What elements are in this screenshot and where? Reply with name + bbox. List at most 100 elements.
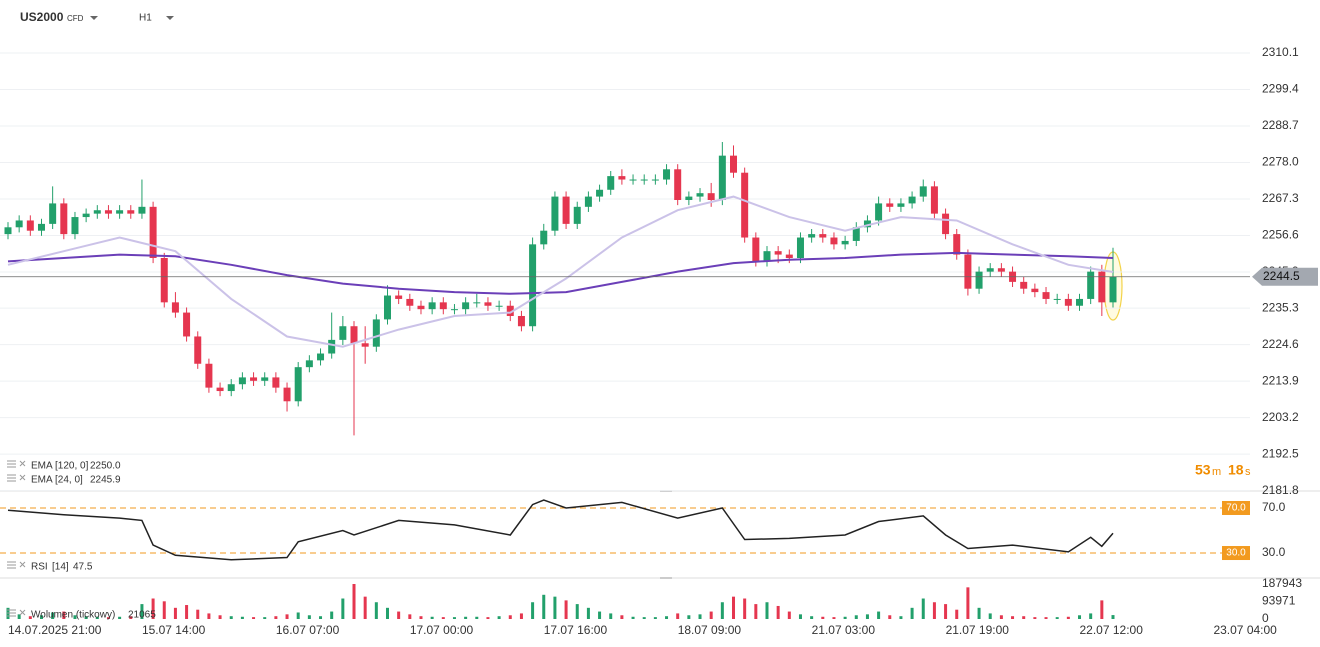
candle-body (551, 196, 559, 231)
volume-bar (553, 596, 557, 619)
legend-menu-icon[interactable] (7, 561, 16, 569)
resize-handle[interactable] (660, 577, 672, 579)
volume-bar (452, 617, 456, 619)
interval-dropdown[interactable] (166, 16, 174, 20)
candle-body (1042, 292, 1050, 299)
y-tick-label: 93971 (1262, 594, 1296, 608)
candle-body (808, 234, 816, 238)
volume-bar (631, 616, 635, 619)
candle-body (607, 176, 615, 190)
volume-bar (129, 616, 133, 619)
x-tick-label: 14.07.2025 21:00 (8, 623, 102, 637)
x-tick-label: 16.07 07:00 (276, 623, 340, 637)
volume-bar (810, 616, 814, 619)
x-tick-label: 17.07 16:00 (544, 623, 608, 637)
legend-params: [120, 0] (55, 461, 89, 472)
volume-bar (921, 598, 925, 619)
legend-menu-icon[interactable] (7, 609, 16, 617)
legend-menu-icon[interactable] (7, 460, 16, 468)
candle-body (450, 309, 458, 311)
candle-body (785, 254, 793, 258)
legend-remove-icon[interactable] (19, 460, 26, 467)
volume-bar (899, 616, 903, 619)
candle-body (227, 384, 235, 392)
level-tag-label: 70.0 (1226, 503, 1246, 514)
x-tick-label: 23.07 04:00 (1213, 623, 1277, 637)
volume-bar (319, 616, 323, 619)
y-tick-label: 70.0 (1262, 500, 1286, 514)
legend-remove-icon[interactable] (19, 474, 26, 481)
interval[interactable]: H1 (139, 13, 152, 24)
volume-bar (542, 594, 546, 619)
x-tick-label: 15.07 14:00 (142, 623, 206, 637)
volume-bar (586, 607, 590, 619)
countdown: 53 m 18 s (1195, 462, 1251, 478)
volume-bar (1089, 613, 1093, 619)
candle-body (796, 237, 804, 258)
y-tick-label: 2181.8 (1262, 483, 1299, 497)
candle-body (60, 203, 68, 235)
candle-body (562, 196, 570, 224)
legend-menu-icon[interactable] (7, 474, 16, 482)
symbol-dropdown[interactable] (90, 16, 98, 20)
candle-body (953, 234, 961, 255)
candle-body (138, 206, 146, 214)
level-tag (1222, 546, 1250, 561)
candle-body (529, 244, 537, 327)
volume-bar (575, 604, 579, 619)
legend-value: 21065 (128, 610, 156, 621)
legend-remove-icon[interactable] (19, 561, 26, 568)
y-tick-label: 2256.6 (1262, 228, 1299, 242)
y-tick-label: 2278.0 (1262, 155, 1299, 169)
legend-name: Wolumen (tickowy) (31, 610, 115, 621)
ema-line (7, 195, 1114, 348)
volume-bar (385, 607, 389, 619)
volume-bar (687, 615, 691, 619)
volume-bar (977, 607, 981, 619)
legend-value: 2250.0 (90, 461, 121, 472)
volume-bar (665, 616, 669, 619)
volume-bar (240, 616, 244, 619)
candle-body (82, 213, 90, 218)
volume-bar (966, 587, 970, 619)
candle-body (651, 179, 659, 181)
volume-bar (732, 596, 736, 619)
volume-bar (374, 602, 378, 619)
volume-bar (497, 616, 501, 619)
volume-bar (28, 616, 32, 619)
candle-body (540, 230, 548, 245)
candle-body (997, 268, 1005, 272)
volume-bar (252, 617, 256, 619)
symbol[interactable]: US2000 (20, 10, 64, 24)
candle-body (975, 271, 983, 289)
candle-body (238, 377, 246, 385)
y-tick-label: 2299.4 (1262, 82, 1299, 96)
candle-body (339, 326, 347, 340)
volume-bar (17, 614, 21, 619)
volume-bar (843, 616, 847, 619)
candle-body (930, 186, 938, 214)
candle-body (1076, 298, 1084, 306)
volume-bar (620, 615, 624, 619)
x-tick-label: 18.07 09:00 (678, 623, 742, 637)
y-tick-label: 2235.3 (1262, 300, 1299, 314)
candle-body (205, 363, 213, 388)
x-tick-label: 22.07 12:00 (1080, 623, 1144, 637)
volume-bar (1111, 615, 1115, 619)
volume-bar (508, 615, 512, 619)
volume-bar (720, 602, 724, 619)
y-tick-label: 2310.1 (1262, 45, 1299, 59)
candle-body (964, 254, 972, 289)
volume-bar (955, 609, 959, 619)
legend-name: EMA (31, 461, 53, 472)
candle-body (149, 206, 157, 258)
volume-bar (787, 611, 791, 619)
candle-body (640, 179, 648, 181)
candle-body (428, 302, 436, 310)
legend-remove-icon[interactable] (19, 609, 26, 616)
volume-bar (397, 611, 401, 619)
candle-body (328, 339, 336, 354)
volume-bar (988, 613, 992, 619)
volume-bar (207, 613, 211, 619)
